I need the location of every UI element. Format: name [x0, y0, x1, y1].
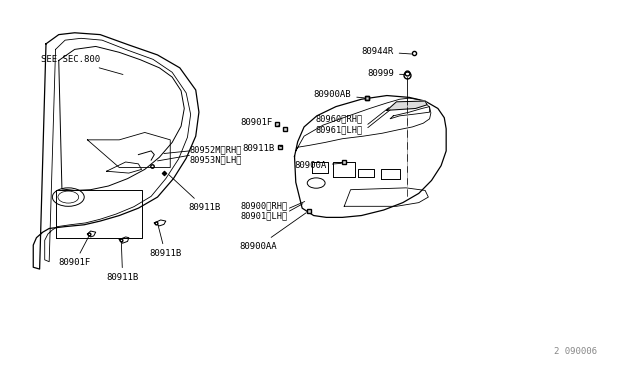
Text: 80999: 80999	[367, 69, 404, 78]
Text: 80900〈RH〉
80901〈LH〉: 80900〈RH〉 80901〈LH〉	[241, 201, 288, 221]
Polygon shape	[387, 101, 427, 110]
Text: 80960〈RH〉
80961〈LH〉: 80960〈RH〉 80961〈LH〉	[316, 115, 363, 134]
Text: 80911B: 80911B	[169, 175, 220, 212]
Text: 80900A: 80900A	[294, 161, 342, 170]
Text: 80911B: 80911B	[243, 144, 282, 153]
Text: 80900AA: 80900AA	[240, 213, 307, 251]
Text: 80900AB: 80900AB	[314, 90, 364, 99]
Text: 80952M〈RH〉
80953N〈LH〉: 80952M〈RH〉 80953N〈LH〉	[189, 145, 242, 164]
Text: 80911B: 80911B	[149, 225, 182, 258]
Text: 2 090006: 2 090006	[554, 347, 597, 356]
Text: 80901F: 80901F	[241, 118, 278, 127]
Text: 80944R: 80944R	[362, 47, 412, 56]
Text: SEE SEC.800: SEE SEC.800	[41, 55, 123, 74]
Text: 80911B: 80911B	[106, 241, 139, 282]
Text: 80901F: 80901F	[59, 235, 91, 267]
